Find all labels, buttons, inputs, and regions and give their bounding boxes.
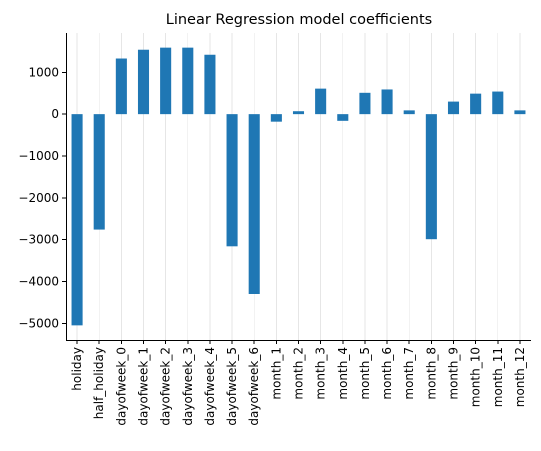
x-tick-label: dayofweek_4 [203, 347, 217, 426]
x-tick-label: month_2 [292, 347, 306, 400]
bar-month_2 [292, 111, 305, 115]
y-tick-label: −3000 [18, 233, 59, 247]
bars [71, 47, 526, 326]
bar-dayofweek_4 [204, 54, 216, 115]
y-tick-label: −2000 [18, 191, 59, 205]
bar-dayofweek_3 [182, 47, 194, 115]
bar-month_11 [492, 91, 504, 115]
bar-month_10 [470, 93, 482, 115]
chart-title: Linear Regression model coefficients [166, 12, 433, 28]
x-tick-label: month_6 [380, 347, 394, 400]
x-tick-label: month_3 [314, 347, 328, 400]
x-tick-label: month_5 [358, 347, 372, 400]
bar-month_6 [381, 89, 393, 115]
x-tick-label: dayofweek_2 [159, 347, 173, 426]
x-tick-label: dayofweek_5 [225, 347, 239, 426]
y-tick-label: 1000 [28, 65, 59, 79]
bar-half_holiday [93, 114, 105, 230]
y-tick-label: −5000 [18, 316, 59, 330]
x-tick-label: half_holiday [92, 347, 106, 419]
bar-dayofweek_0 [115, 58, 127, 115]
x-tick-label: month_8 [424, 347, 438, 400]
x-tick-label: dayofweek_6 [247, 347, 261, 426]
x-tick-label: dayofweek_3 [181, 347, 195, 426]
bar-month_5 [359, 92, 371, 115]
bar-month_9 [447, 101, 460, 115]
bar-dayofweek_1 [137, 49, 150, 115]
bar-month_3 [315, 88, 327, 115]
bar-dayofweek_5 [226, 114, 238, 247]
x-axis: holiday half_holiday dayofweek_0 dayofweek_… [70, 340, 527, 426]
bar-holiday [71, 114, 83, 326]
x-tick-label: month_7 [402, 347, 416, 400]
bar-dayofweek_6 [248, 114, 260, 294]
x-tick-label: month_12 [513, 347, 527, 407]
x-tick-label: month_4 [336, 347, 350, 400]
bar-month_7 [403, 110, 415, 115]
x-tick-label: dayofweek_1 [137, 347, 151, 426]
x-tick-label: month_10 [469, 347, 483, 407]
x-tick-label: month_1 [269, 347, 283, 400]
y-tick-label: −1000 [18, 149, 59, 163]
y-tick-label: 0 [51, 107, 59, 121]
bar-month_8 [425, 114, 437, 240]
x-tick-label: dayofweek_0 [114, 347, 128, 426]
bar-dayofweek_2 [160, 47, 172, 115]
y-axis: 1000 0 −1000 −2000 −3000 −4000 −5000 [18, 65, 66, 330]
bar-month_12 [514, 110, 526, 115]
x-tick-label: month_11 [491, 347, 505, 407]
y-tick-label: −4000 [18, 274, 59, 288]
bar-month_4 [337, 114, 349, 121]
x-tick-label: holiday [70, 347, 84, 391]
bar-month_1 [270, 114, 282, 122]
x-tick-label: month_9 [447, 347, 461, 400]
